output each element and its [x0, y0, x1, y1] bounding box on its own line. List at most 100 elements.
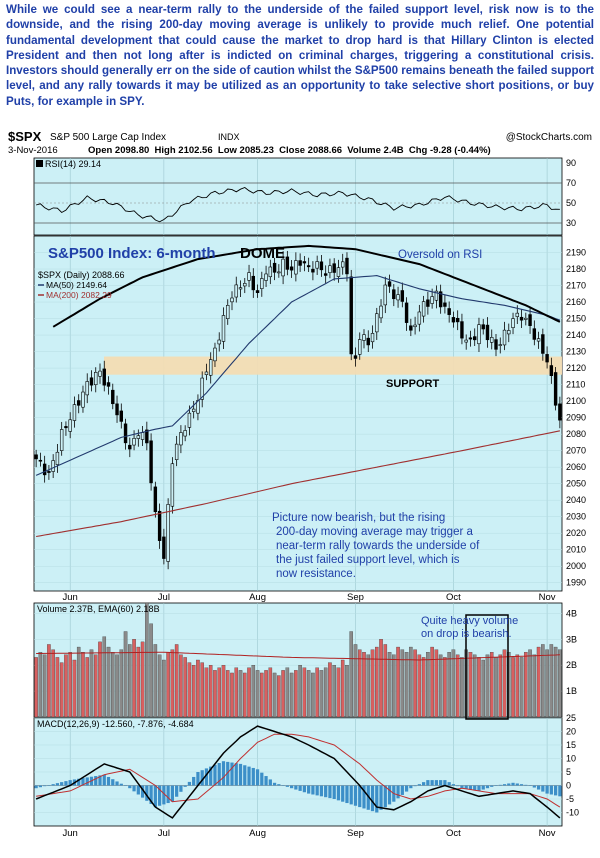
- candle-body: [298, 260, 302, 266]
- candle-body: [404, 302, 409, 323]
- mark-layer: [34, 186, 562, 819]
- price-tick-label: 2190: [566, 248, 586, 258]
- macd-histogram-bar: [494, 785, 498, 786]
- volume-bar: [89, 649, 94, 718]
- dome-curve: [52, 244, 561, 328]
- candle-body: [209, 359, 213, 376]
- candle-body: [277, 271, 281, 274]
- ma200-line: [36, 430, 561, 538]
- macd-histogram-bar: [511, 782, 515, 786]
- volume-bar: [511, 657, 515, 718]
- macd-histogram-bar: [434, 780, 439, 786]
- volume-bar: [502, 649, 507, 718]
- volume-bar: [319, 670, 324, 718]
- macd-histogram-bar: [166, 785, 170, 804]
- candle-body: [323, 273, 328, 276]
- candle-body: [541, 334, 545, 354]
- macd-histogram-bar: [451, 784, 456, 786]
- macd-histogram-bar: [175, 785, 179, 797]
- volume-bar: [323, 667, 328, 718]
- volume-bar: [485, 654, 490, 718]
- candle-body: [179, 432, 183, 446]
- macd-histogram-bar: [60, 782, 64, 786]
- volume-bar: [285, 667, 290, 718]
- candle-body: [558, 403, 562, 421]
- candle-body: [553, 372, 558, 406]
- volume-bar: [430, 646, 434, 718]
- volume-bar: [451, 649, 456, 718]
- macd-histogram-bar: [558, 785, 562, 797]
- volume-bar: [289, 672, 294, 718]
- volume-bar: [234, 667, 239, 718]
- candle-body: [230, 297, 234, 303]
- macd-histogram-bar: [502, 784, 507, 786]
- macd-histogram-bar: [226, 761, 230, 786]
- volume-bar: [515, 654, 520, 718]
- volume-bar: [362, 652, 366, 718]
- candle-body: [490, 337, 494, 343]
- candle-body: [519, 316, 524, 321]
- volume-tick-label: 2B: [566, 660, 577, 670]
- macd-histogram-bar: [404, 785, 409, 792]
- macd-histogram-bar: [426, 780, 430, 786]
- price-tick-label: 2150: [566, 314, 586, 324]
- x-tick-label: Oct: [446, 592, 461, 603]
- candle-body: [481, 324, 485, 330]
- macd-histogram-bar: [498, 784, 502, 786]
- rsi-tick-label: 30: [566, 218, 576, 228]
- candle-body: [460, 321, 464, 339]
- volume-bar: [426, 652, 430, 718]
- volume-tick-label: 3B: [566, 634, 577, 644]
- volume-bar: [302, 667, 307, 718]
- volume-bar: [51, 649, 55, 718]
- volume-bar: [162, 659, 166, 718]
- candle-body: [81, 391, 85, 408]
- volume-bar: [438, 654, 443, 718]
- volume-bar: [366, 654, 371, 718]
- candle-body: [532, 328, 537, 340]
- macd-histogram-bar: [528, 785, 532, 786]
- volume-bar: [507, 652, 511, 718]
- candle-body: [379, 305, 383, 319]
- panel-rsi: [33, 157, 563, 236]
- macd-histogram-bar: [294, 785, 298, 790]
- volume-bar: [545, 649, 549, 718]
- candle-body: [183, 430, 187, 437]
- volume-bar: [409, 646, 413, 718]
- volume-note: Quite heavy volume on drop is bearish.: [421, 615, 518, 640]
- macd-histogram-bar: [443, 780, 447, 786]
- macd-histogram-bar: [47, 785, 51, 786]
- macd-histogram-bar: [43, 785, 47, 787]
- macd-line: [35, 725, 561, 819]
- candle-body: [200, 377, 204, 400]
- candle-body: [502, 329, 507, 346]
- candle-body: [507, 330, 511, 335]
- candle-body: [157, 510, 162, 541]
- price-tick-label: 2180: [566, 264, 586, 274]
- volume-bar: [489, 652, 494, 718]
- candle-body: [132, 438, 136, 446]
- candle-body: [55, 451, 60, 465]
- macd-histogram-bar: [400, 785, 404, 795]
- volume-bar: [553, 646, 558, 718]
- candle-body: [281, 258, 285, 277]
- x-tick-label: Aug: [249, 828, 266, 839]
- candle-body: [400, 290, 405, 302]
- candle-body: [545, 354, 549, 363]
- candle-body: [549, 365, 554, 377]
- macd-histogram-bar: [485, 785, 490, 789]
- volume-bar: [434, 649, 439, 718]
- candle-body: [306, 265, 311, 268]
- candle-body: [153, 486, 158, 513]
- volume-bar: [243, 672, 247, 718]
- volume-bar: [298, 665, 302, 718]
- candle-body: [47, 471, 51, 473]
- candle-body: [98, 370, 102, 377]
- candle-body: [174, 443, 179, 460]
- volume-bar: [157, 654, 162, 718]
- macd-histogram-bar: [468, 785, 473, 790]
- macd-histogram-bar: [51, 784, 55, 786]
- macd-legend: MACD(12,26,9) -12.560, -7.876, -4.684: [37, 719, 194, 729]
- volume-bar: [179, 654, 183, 718]
- candle-body: [64, 426, 68, 429]
